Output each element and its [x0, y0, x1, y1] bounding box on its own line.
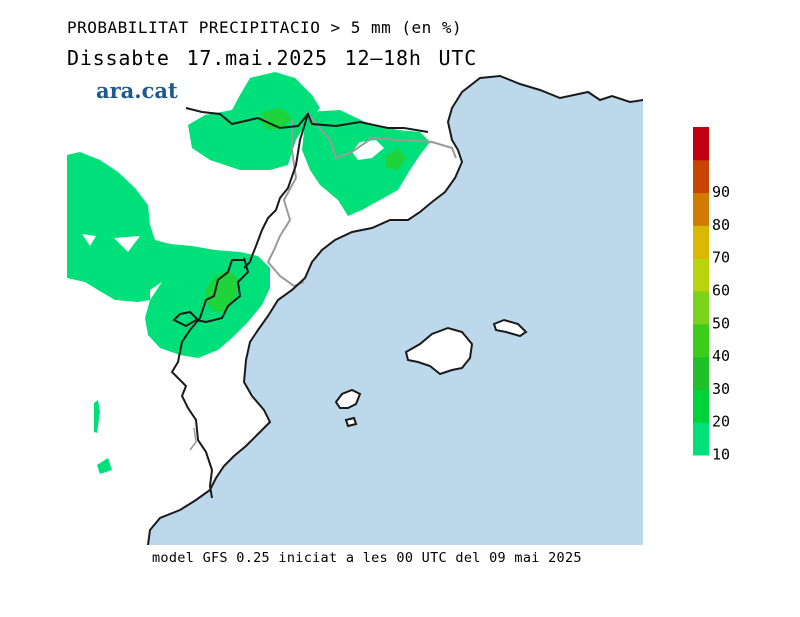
mallorca-island	[404, 326, 474, 376]
legend-bin-3	[693, 323, 709, 358]
legend-label-90: 90	[712, 183, 730, 201]
gray-border-south	[189, 427, 197, 451]
balearic-islands	[334, 318, 528, 428]
precipitation-map	[67, 70, 643, 545]
legend-label-70: 70	[712, 249, 730, 267]
clear-patches	[82, 234, 162, 300]
legend-bars	[693, 127, 709, 456]
legend-bin-8	[693, 159, 709, 194]
menorca-island	[492, 318, 528, 338]
black-borders	[170, 107, 429, 499]
zone20-north	[260, 108, 292, 130]
legend-label-30: 30	[712, 380, 730, 398]
legend-bin-6	[693, 225, 709, 259]
zone-small-1	[94, 400, 100, 433]
legend-bin-5	[693, 258, 709, 292]
zone20-east	[386, 148, 406, 170]
zone-small-2	[97, 458, 112, 474]
legend-bin-9	[693, 127, 709, 161]
color-legend: 10 20 30 40 50 60 70 80 90	[693, 127, 730, 464]
map-title: PROBABILITAT PRECIPITACIO > 5 mm (en %)	[67, 18, 463, 37]
legend-label-20: 20	[712, 413, 730, 431]
land-area	[67, 70, 643, 545]
legend-label-60: 60	[712, 282, 730, 300]
probability-20-zones	[205, 108, 406, 312]
ibiza-island	[334, 388, 362, 409]
zone-pyrenees-west	[188, 72, 320, 170]
legend-bin-2	[693, 356, 709, 390]
legend-label-40: 40	[712, 347, 730, 365]
coastline	[147, 74, 643, 545]
legend-bin-4	[693, 291, 709, 325]
legend-bin-7	[693, 192, 709, 226]
zone20-west	[205, 270, 238, 312]
clear-patch-east	[352, 140, 384, 160]
legend-label-80: 80	[712, 216, 730, 234]
zone-pyrenees-east	[302, 110, 430, 216]
legend-bin-0	[693, 422, 709, 456]
map-subtitle: Dissabte 17.mai.2025 12–18h UTC	[67, 46, 478, 70]
ara-cat-logo: ara.cat	[96, 78, 178, 103]
legend-label-50: 50	[712, 314, 730, 332]
legend-bin-1	[693, 389, 709, 423]
model-info-footer: model GFS 0.25 iniciat a les 00 UTC del …	[152, 550, 582, 566]
legend-label-10: 10	[712, 446, 730, 464]
formentera-island	[344, 416, 358, 428]
legend-labels: 10 20 30 40 50 60 70 80 90	[712, 183, 730, 463]
